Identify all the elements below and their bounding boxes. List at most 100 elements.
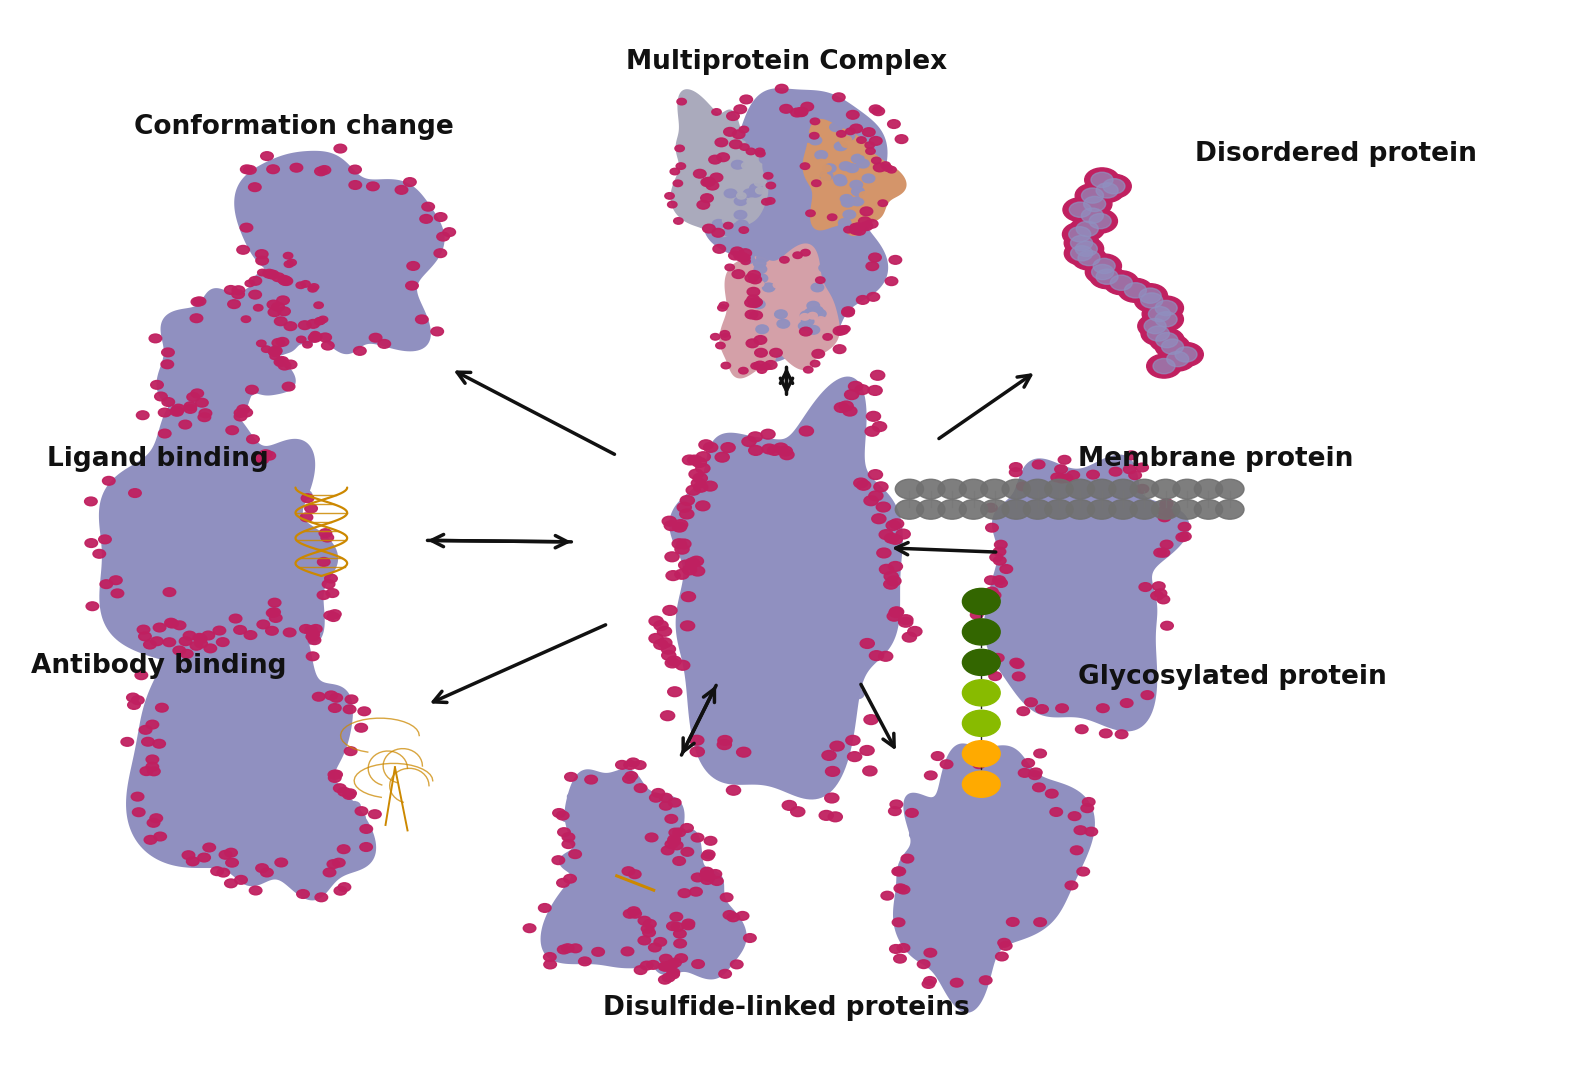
Circle shape bbox=[324, 574, 337, 583]
Circle shape bbox=[324, 286, 337, 295]
Circle shape bbox=[793, 317, 802, 323]
Circle shape bbox=[706, 481, 720, 491]
Circle shape bbox=[813, 309, 826, 318]
Circle shape bbox=[245, 512, 258, 521]
Circle shape bbox=[994, 541, 1007, 549]
Circle shape bbox=[249, 750, 261, 758]
Circle shape bbox=[771, 324, 780, 331]
Circle shape bbox=[1011, 888, 1024, 897]
Circle shape bbox=[834, 403, 848, 412]
Circle shape bbox=[775, 85, 788, 94]
Circle shape bbox=[838, 401, 853, 411]
Circle shape bbox=[774, 443, 788, 453]
Circle shape bbox=[195, 545, 208, 554]
Circle shape bbox=[870, 651, 884, 660]
Circle shape bbox=[415, 316, 428, 324]
Circle shape bbox=[1063, 589, 1076, 597]
Circle shape bbox=[966, 840, 978, 849]
Circle shape bbox=[651, 889, 664, 898]
Circle shape bbox=[919, 854, 931, 863]
Circle shape bbox=[796, 271, 809, 280]
Circle shape bbox=[867, 173, 876, 180]
Circle shape bbox=[741, 235, 753, 244]
Circle shape bbox=[153, 623, 165, 632]
Circle shape bbox=[1011, 511, 1024, 520]
Circle shape bbox=[138, 632, 151, 641]
Circle shape bbox=[1178, 532, 1191, 541]
Circle shape bbox=[271, 353, 280, 359]
Circle shape bbox=[799, 322, 812, 331]
Circle shape bbox=[1066, 471, 1079, 480]
Circle shape bbox=[757, 536, 771, 546]
Circle shape bbox=[239, 533, 252, 542]
Circle shape bbox=[840, 492, 854, 502]
Circle shape bbox=[904, 906, 917, 915]
Circle shape bbox=[245, 280, 255, 286]
Circle shape bbox=[1118, 279, 1153, 302]
Circle shape bbox=[1147, 326, 1169, 342]
Circle shape bbox=[713, 139, 722, 146]
Circle shape bbox=[299, 625, 311, 633]
Circle shape bbox=[879, 565, 893, 574]
Circle shape bbox=[274, 358, 286, 367]
Circle shape bbox=[580, 846, 593, 855]
Circle shape bbox=[1049, 807, 1062, 816]
Circle shape bbox=[316, 318, 326, 324]
Circle shape bbox=[297, 528, 310, 536]
Circle shape bbox=[628, 790, 640, 799]
Circle shape bbox=[1002, 572, 1015, 581]
Circle shape bbox=[1027, 569, 1040, 578]
Circle shape bbox=[225, 539, 238, 547]
Circle shape bbox=[744, 547, 758, 557]
Circle shape bbox=[779, 257, 791, 265]
Circle shape bbox=[297, 567, 310, 576]
Circle shape bbox=[275, 803, 288, 812]
Circle shape bbox=[653, 919, 665, 928]
Circle shape bbox=[922, 979, 934, 988]
Circle shape bbox=[249, 183, 261, 191]
Circle shape bbox=[722, 156, 731, 162]
Circle shape bbox=[629, 869, 642, 878]
Circle shape bbox=[344, 746, 357, 755]
Circle shape bbox=[146, 755, 159, 764]
Circle shape bbox=[975, 831, 988, 840]
Circle shape bbox=[315, 893, 327, 902]
Circle shape bbox=[595, 839, 607, 848]
Circle shape bbox=[634, 819, 647, 828]
Circle shape bbox=[667, 911, 680, 919]
Circle shape bbox=[683, 919, 695, 928]
Circle shape bbox=[848, 382, 862, 392]
Circle shape bbox=[675, 913, 687, 922]
Circle shape bbox=[190, 539, 203, 547]
Circle shape bbox=[1062, 547, 1074, 556]
FancyArrowPatch shape bbox=[431, 534, 571, 546]
Circle shape bbox=[1035, 558, 1048, 567]
Circle shape bbox=[854, 140, 864, 147]
Circle shape bbox=[225, 504, 238, 512]
Circle shape bbox=[730, 530, 744, 540]
Circle shape bbox=[238, 370, 250, 379]
Circle shape bbox=[568, 905, 580, 914]
Circle shape bbox=[752, 300, 764, 309]
Circle shape bbox=[395, 186, 407, 195]
Circle shape bbox=[1150, 329, 1184, 353]
Circle shape bbox=[228, 547, 241, 556]
Circle shape bbox=[322, 257, 335, 265]
Circle shape bbox=[197, 779, 209, 788]
Circle shape bbox=[153, 740, 165, 749]
Circle shape bbox=[370, 333, 382, 342]
Circle shape bbox=[775, 177, 788, 186]
Circle shape bbox=[216, 339, 228, 348]
Circle shape bbox=[763, 557, 777, 567]
Circle shape bbox=[650, 633, 664, 643]
Circle shape bbox=[389, 218, 401, 226]
Circle shape bbox=[766, 245, 779, 254]
Circle shape bbox=[132, 696, 145, 705]
Circle shape bbox=[587, 827, 599, 836]
Circle shape bbox=[1155, 311, 1177, 326]
Circle shape bbox=[702, 177, 714, 186]
Circle shape bbox=[310, 625, 322, 633]
Circle shape bbox=[895, 135, 908, 144]
Circle shape bbox=[275, 858, 288, 867]
Circle shape bbox=[1063, 566, 1076, 574]
